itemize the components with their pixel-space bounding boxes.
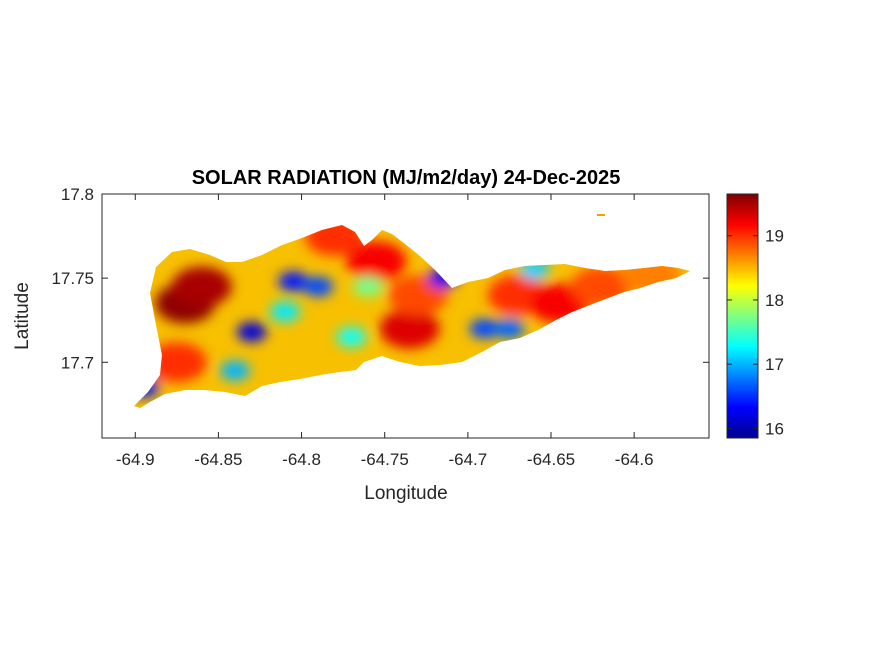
colorbar-tick-label: 16 — [765, 419, 784, 438]
y-axis-label: Latitude — [12, 282, 33, 350]
colorbar-tick-label: 18 — [765, 291, 784, 310]
hot-spot — [379, 308, 440, 349]
colorbar-tick-label: 19 — [765, 227, 784, 246]
cool-spot — [220, 360, 251, 381]
cool-spot — [278, 271, 309, 292]
heatmap-blobs — [134, 225, 681, 398]
colorbar-tick-label: 17 — [765, 355, 784, 374]
cool-spot — [469, 318, 500, 339]
cool-spot — [336, 327, 367, 348]
cool-spot — [353, 276, 384, 297]
y-tick-label: 17.8 — [61, 185, 94, 204]
x-tick-label: -64.85 — [194, 450, 242, 469]
colorbar: 16 17 18 19 — [726, 193, 784, 439]
chart-title: SOLAR RADIATION (MJ/m2/day) 24-Dec-2025 — [192, 167, 621, 189]
x-axis: -64.9 -64.85 -64.8 -64.75 -64.7 -64.65 -64.6 — [116, 194, 654, 469]
colorbar-gradient — [726, 193, 759, 439]
x-tick-label: -64.65 — [527, 450, 575, 469]
y-tick-label: 17.75 — [51, 269, 94, 288]
hot-spot — [171, 266, 232, 307]
colorbar-ticks: 16 17 18 19 — [727, 227, 784, 438]
hot-spot — [146, 342, 207, 383]
x-tick-label: -64.9 — [116, 450, 155, 469]
x-tick-label: -64.6 — [615, 450, 654, 469]
x-axis-label: Longitude — [364, 483, 447, 504]
cool-spot — [236, 321, 267, 342]
cool-spot — [269, 301, 300, 322]
islet — [597, 214, 605, 216]
cool-spot — [303, 276, 334, 297]
x-tick-label: -64.75 — [361, 450, 409, 469]
x-tick-label: -64.7 — [448, 450, 487, 469]
y-axis: 17.7 17.75 17.8 — [51, 185, 709, 372]
cool-spot — [494, 318, 525, 339]
y-tick-label: 17.7 — [61, 353, 94, 372]
hot-spot — [346, 241, 407, 282]
x-tick-label: -64.8 — [282, 450, 321, 469]
